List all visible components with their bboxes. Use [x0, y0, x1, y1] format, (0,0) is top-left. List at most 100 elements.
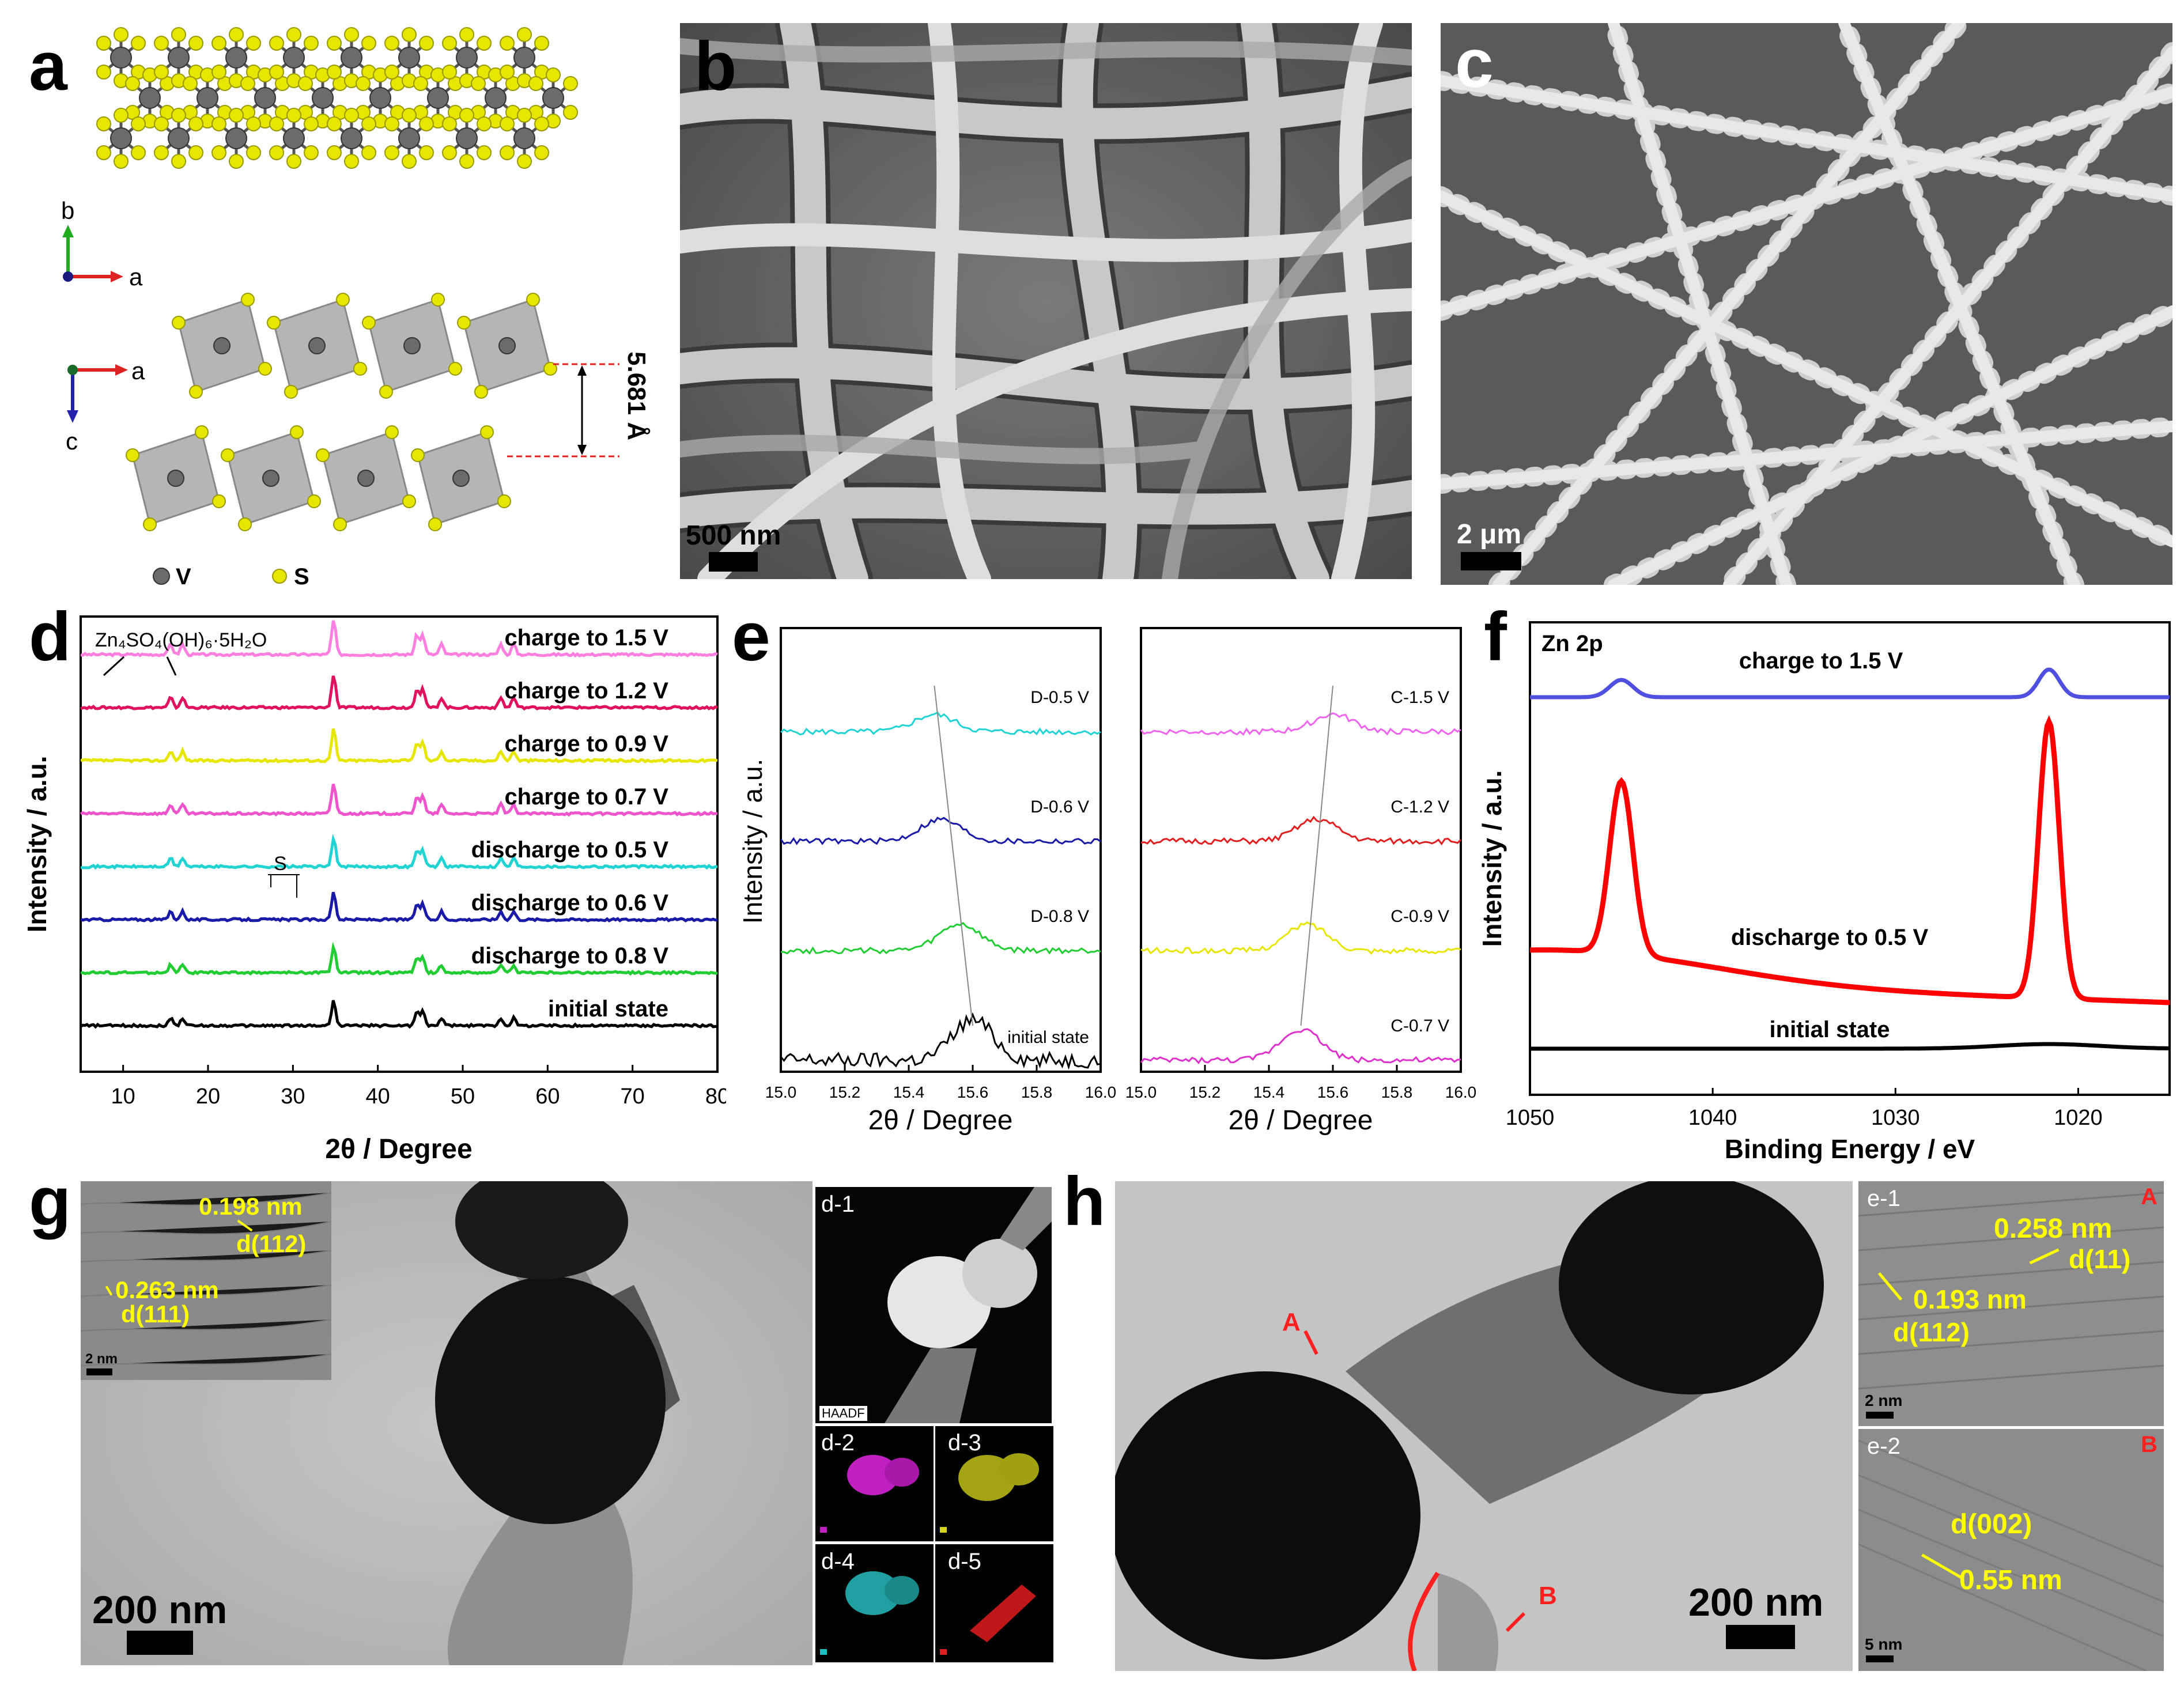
g-scalebar	[127, 1631, 193, 1655]
eRight-xtick-label-0: 15.0	[1125, 1083, 1157, 1101]
sulfur-atom	[543, 362, 557, 376]
sulfur-atom	[442, 36, 457, 51]
sulfur-atom	[290, 425, 304, 439]
e2-spacing: 0.55 nm	[1959, 1565, 2062, 1596]
sulfur-atom	[229, 154, 244, 169]
d-series-4	[81, 833, 718, 870]
sulfur-atom	[212, 494, 226, 508]
element-map-d4	[815, 1544, 934, 1662]
f-xtick-label-1: 1040	[1688, 1106, 1737, 1130]
sulfur-atom	[442, 65, 457, 80]
sulfur-atom	[221, 448, 235, 462]
sulfur-atom	[327, 116, 342, 131]
g-lattice-1-spacing: 0.198 nm	[199, 1193, 303, 1220]
d-xtick-label-5: 60	[535, 1084, 560, 1109]
vanadium-atom	[498, 337, 516, 354]
sulfur-atom	[316, 448, 330, 462]
vanadium-atom	[456, 127, 478, 149]
d-series-7	[80, 1000, 718, 1029]
vanadium-atom	[168, 47, 190, 69]
e-right-xlabel: 2θ / Degree	[1229, 1105, 1373, 1136]
e1-spacing-1: 0.258 nm	[1994, 1213, 2113, 1244]
sulfur-atom	[442, 116, 457, 131]
sulfur-atom	[413, 76, 428, 91]
sulfur-atom	[114, 27, 129, 42]
sulfur-atom	[356, 76, 371, 91]
sulfur-atom	[457, 316, 471, 330]
sulfur-atom	[500, 65, 515, 80]
scalebar-c	[1461, 552, 1521, 570]
vanadium-atom	[341, 127, 362, 149]
sulfur-atom	[428, 517, 442, 531]
vanadium-atom	[254, 87, 276, 109]
element-map-d5	[935, 1544, 1053, 1662]
sulfur-atom	[448, 362, 462, 376]
sulfur-atom	[344, 108, 359, 123]
sulfur-atom	[517, 154, 532, 169]
sulfur-atom	[211, 116, 226, 131]
hrtem-inset-g	[81, 1181, 331, 1380]
panel-label-h: h	[1063, 1163, 1106, 1240]
vanadium-atom	[197, 87, 218, 109]
panel-label-g: g	[29, 1163, 71, 1240]
sulfur-atom	[131, 116, 146, 131]
e1-corner: A	[2141, 1184, 2157, 1209]
sulfur-atom	[500, 116, 515, 131]
sulfur-atom	[563, 76, 578, 91]
sulfur-atom	[534, 116, 549, 131]
e1-scalebar-label: 2 nm	[1865, 1392, 1903, 1409]
e2-scalebar	[1866, 1655, 1894, 1662]
sulfur-atom	[384, 116, 399, 131]
vanadium-atom	[225, 47, 247, 69]
f-xtick-label-3: 1020	[2054, 1106, 2103, 1130]
eLeft-series-label-0: D-0.5 V	[1030, 688, 1089, 707]
sulfur-atom	[384, 65, 399, 80]
d-series-label-6: discharge to 0.8 V	[471, 943, 669, 969]
eRight-series-0	[1140, 712, 1461, 736]
panel-label-b: b	[694, 28, 737, 105]
f-series-0	[1530, 667, 2170, 700]
sem-image-b	[680, 23, 1412, 579]
vanadium-atom	[110, 127, 132, 149]
map-label-d4: d-4	[821, 1549, 855, 1574]
legend-s: S	[294, 564, 309, 589]
top-layer-lattice	[96, 27, 578, 169]
sulfur-atom	[267, 316, 281, 330]
hrtem-inset-e2	[1858, 1429, 2164, 1671]
axis-label-a-top: a	[129, 263, 143, 290]
d-xtick-label-0: 10	[111, 1084, 135, 1109]
sulfur-atom	[517, 27, 532, 42]
sulfur-atom	[298, 76, 313, 91]
sulfur-atom	[327, 36, 342, 51]
sulfur-atom	[211, 145, 226, 160]
sulfur-atom	[534, 145, 549, 160]
hrtem-inset-e1	[1858, 1181, 2164, 1426]
sulfur-atom	[269, 36, 284, 51]
sulfur-atom	[286, 27, 301, 42]
sulfur-atom	[546, 67, 561, 82]
sulfur-atom	[246, 145, 261, 160]
vanadium-atom	[542, 87, 564, 109]
vanadium-atom	[168, 127, 190, 149]
d-series-3	[80, 784, 718, 817]
vanadium-atom	[139, 87, 161, 109]
sulfur-atom	[96, 36, 111, 51]
sulfur-atom	[246, 36, 261, 51]
element-map-d2	[815, 1426, 934, 1541]
sulfur-atom	[362, 316, 376, 330]
d-xtick-label-4: 50	[451, 1084, 475, 1109]
sulfur-atom	[258, 362, 272, 376]
axis-label-a-bottom: a	[131, 357, 145, 384]
f-series-2	[1530, 1042, 2170, 1051]
eLeft-series-label-1: D-0.6 V	[1030, 797, 1089, 816]
f-series-1	[1530, 715, 2170, 1005]
sulfur-atom	[304, 36, 319, 51]
vanadium-atom	[369, 87, 391, 109]
sulfur-atom	[154, 145, 169, 160]
d-xtick-label-7: 80	[705, 1084, 726, 1109]
axis-label-b: b	[61, 197, 74, 224]
vanadium-atom	[341, 47, 362, 69]
eRight-guide-line	[1300, 685, 1333, 1026]
e2-scalebar-label: 5 nm	[1865, 1635, 1903, 1653]
f-xtick-label-0: 1050	[1506, 1106, 1555, 1130]
